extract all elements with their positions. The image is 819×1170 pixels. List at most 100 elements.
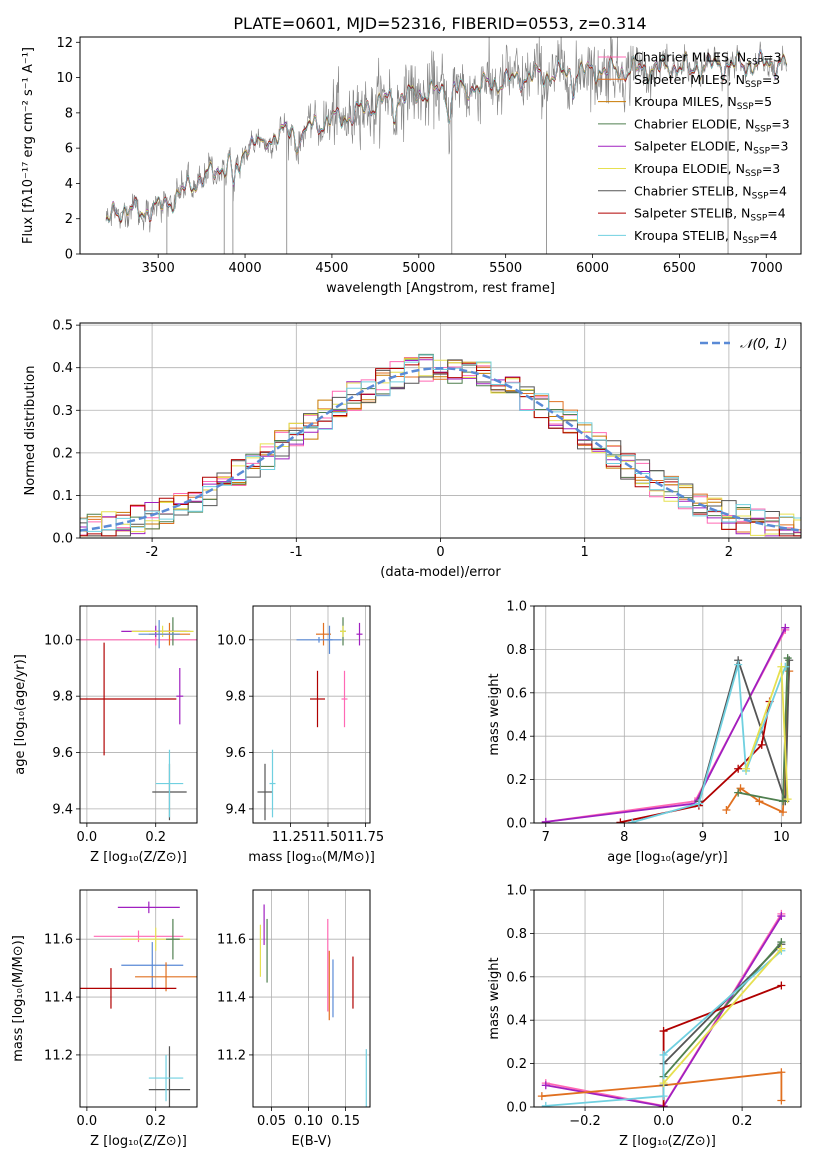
x-tick-label: 0.0 [77, 830, 98, 845]
errorbar-point [316, 622, 331, 646]
errorbar-point [269, 749, 276, 818]
histogram-series [80, 354, 801, 532]
x-tick-label: 0.0 [77, 1114, 98, 1129]
x-tick-label: 2 [725, 545, 733, 560]
weight-marker [777, 1096, 786, 1105]
errorbar-point [121, 942, 184, 989]
residuals-legend: 𝒩(0, 1) [700, 337, 787, 352]
y-tick-label: 10.0 [44, 633, 73, 648]
errorbar-point [176, 668, 184, 725]
weight-marker [783, 654, 792, 663]
axes-frame [79, 605, 198, 824]
panel-spectrum: 3500 4000 4500 5000 5500 6000 6500 7000 0 2 4 6 8 10 1… [21, 36, 802, 296]
x-tick-label: 3500 [142, 261, 175, 276]
x-tick-label: 0.10 [294, 1114, 323, 1129]
y-tick-label: 0.8 [506, 927, 527, 942]
x-tick-label: 7000 [750, 261, 783, 276]
x-axis-label: E(B-V) [291, 1134, 331, 1149]
y-axis-label: Normed distribution [23, 366, 38, 496]
legend-subscript: SSP [750, 214, 767, 224]
legend-suffix: =4 [767, 206, 785, 221]
x-tick-label: -1 [290, 545, 303, 560]
errorbar-point [80, 642, 177, 756]
weight-marker [541, 1081, 550, 1090]
weight-series-line [545, 627, 787, 823]
histogram-series [80, 354, 801, 537]
x-tick-label: 8 [620, 830, 628, 845]
errorbar-point [93, 930, 184, 943]
x-tick-label: 11.75 [347, 830, 384, 845]
weight-marker [659, 1092, 668, 1101]
legend-suffix: =5 [754, 94, 772, 109]
y-tick-label: 6 [65, 142, 73, 157]
legend-suffix: =3 [763, 50, 781, 65]
weight-marker [694, 799, 703, 808]
weight-marker [777, 1068, 786, 1077]
weight-marker [734, 660, 743, 669]
spectrum-model-line [105, 49, 788, 223]
x-tick-label: 0.2 [732, 1114, 753, 1129]
legend-entry: Chabrier ELODIE, NSSP=3 [634, 116, 790, 134]
x-tick-label: 6000 [576, 261, 609, 276]
weight-series-line [545, 629, 787, 823]
legend-subscript: SSP [745, 169, 762, 179]
y-tick-label: 0.8 [506, 643, 527, 658]
weight-marker [755, 797, 764, 806]
legend-entry: Salpeter STELIB, NSSP=4 [634, 206, 786, 224]
panel-mass_vs_ebv: 0.05 0.10 0.15 11.2 11.4 11.6 E(B-V) [217, 889, 371, 1149]
axes-frame [533, 605, 802, 824]
legend-subscript: SSP [754, 124, 771, 134]
legend-suffix: =3 [762, 161, 780, 176]
histogram-series [80, 359, 801, 537]
weight-marker [659, 1079, 668, 1088]
x-tick-label: 11.25 [272, 830, 309, 845]
y-axis-label: mass [log₁₀(M/M⊙)] [11, 935, 26, 1062]
y-axis-label: Flux [fλ10⁻¹⁷ erg cm⁻² s⁻¹ A⁻¹] [21, 47, 36, 244]
legend-subscript: SSP [745, 80, 762, 90]
x-tick-label: −0.2 [569, 1114, 601, 1129]
y-tick-label: 0.4 [506, 730, 527, 745]
errorbar-point [138, 620, 180, 649]
weight-marker [783, 795, 792, 804]
spectrum-legend: Chabrier MILES, NSSP=3 Salpeter MILES, NS… [598, 50, 790, 246]
legend-suffix: =3 [771, 116, 789, 131]
y-tick-label: 9.6 [52, 746, 73, 761]
errorbar-point [310, 670, 325, 728]
weight-marker [659, 1050, 668, 1059]
gaussian-curve [80, 366, 801, 532]
y-tick-label: 0.0 [506, 817, 527, 832]
axes-frame [79, 36, 802, 255]
y-tick-label: 11.4 [44, 991, 73, 1006]
errorbar-point [155, 749, 184, 818]
weight-marker [734, 788, 743, 797]
x-axis-label: mass [log₁₀(M/M⊙)] [248, 850, 375, 865]
y-tick-label: 11.2 [44, 1048, 73, 1063]
y-tick-label: 8 [65, 106, 73, 121]
weight-marker [659, 1103, 668, 1107]
x-tick-label: 7 [542, 830, 550, 845]
errorbar-point [166, 918, 180, 960]
legend-entry: Salpeter MILES, NSSP=3 [634, 72, 780, 90]
plot-area [80, 890, 197, 1107]
x-tick-label: -2 [146, 545, 159, 560]
y-tick-label: 9.8 [225, 690, 246, 705]
panel-age_vs_mass: 11.25 11.50 11.75 9.4 9.6 9.8 10.0 mass [log₁₀(… [217, 605, 384, 865]
y-tick-label: 10.0 [217, 633, 246, 648]
x-tick-label: 0.0 [653, 1114, 674, 1129]
y-tick-label: 11.6 [44, 933, 73, 948]
y-tick-label: 9.4 [52, 802, 73, 817]
weight-marker [722, 805, 731, 814]
legend-suffix: =4 [769, 183, 787, 198]
plot-area [80, 606, 197, 823]
y-tick-label: 0.3 [52, 404, 73, 419]
legend-subscript: SSP [742, 236, 759, 246]
panel-mass_weight_vs_Z: −0.2 0.0 0.2 0.0 0.2 0.4 0.6 0.8 1.0 Z [log₁₀(Z/Z… [487, 884, 802, 1149]
weight-series-line [545, 950, 782, 1107]
plot-area [253, 890, 370, 1107]
errorbar-point [117, 901, 180, 914]
panel-residuals: -2 -1 0 1 2 0.0 0.1 0.2 0.3 0.4 0.5 (data-model)/er… [23, 319, 802, 580]
errorbar-point [80, 968, 177, 1009]
y-tick-label: 0.6 [506, 970, 527, 985]
x-tick-label: 4500 [315, 261, 348, 276]
plot-area [253, 606, 370, 823]
